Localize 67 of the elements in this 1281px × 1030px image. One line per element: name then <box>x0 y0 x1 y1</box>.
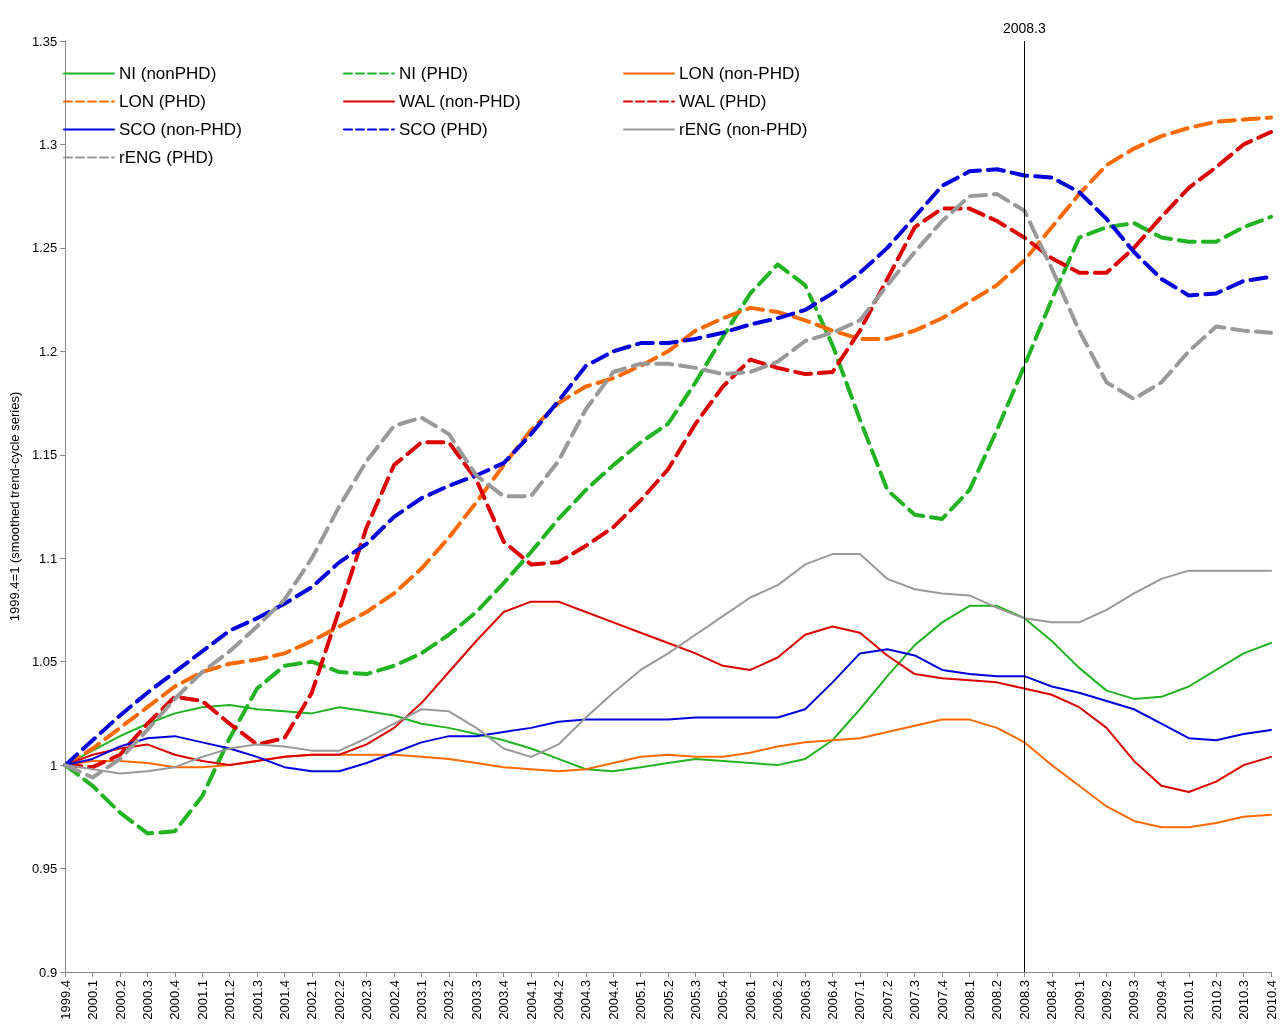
y-axis-title: 1999.4=1 (smoothed trend-cycle series) <box>7 391 22 622</box>
legend-label: LON (non-PHD) <box>679 64 800 83</box>
y-tick-label: 1.25 <box>31 240 58 256</box>
legend-label: WAL (PHD) <box>679 92 767 111</box>
x-tick-label: 2007.1 <box>852 980 868 1020</box>
x-tick-label: 2000.3 <box>139 980 155 1020</box>
x-tick-label: 2003.3 <box>468 980 484 1020</box>
x-tick-label: 2007.2 <box>879 980 895 1020</box>
x-tick-label: 2005.4 <box>715 980 731 1020</box>
x-tick-label: 2000.2 <box>112 980 128 1020</box>
legend-label: NI (nonPHD) <box>119 64 217 83</box>
x-tick-label: 2009.2 <box>1099 980 1115 1020</box>
legend-label: WAL (non-PHD) <box>399 92 521 111</box>
x-tick-label: 1999.4 <box>57 980 73 1020</box>
legend-label: NI (PHD) <box>399 64 468 83</box>
x-tick-label: 2007.3 <box>907 980 923 1020</box>
x-tick-label: 2002.4 <box>386 980 402 1020</box>
x-tick-label: 2007.4 <box>934 980 950 1020</box>
x-tick-label: 2010.3 <box>1236 980 1252 1020</box>
y-tick-label: 1.15 <box>31 447 58 463</box>
x-tick-label: 2004.2 <box>550 980 566 1020</box>
y-tick-label: 1.3 <box>39 136 58 152</box>
legend-label: LON (PHD) <box>119 92 206 111</box>
x-tick-label: 2005.1 <box>633 980 649 1020</box>
x-tick-label: 2006.1 <box>742 980 758 1020</box>
x-tick-label: 2010.2 <box>1208 980 1224 1020</box>
y-tick-label: 0.95 <box>31 861 58 877</box>
x-tick-label: 2003.1 <box>413 980 429 1020</box>
x-tick-label: 2001.2 <box>222 980 238 1020</box>
x-tick-label: 2003.4 <box>496 980 512 1020</box>
x-tick-label: 2001.3 <box>249 980 265 1020</box>
legend-label: rENG (non-PHD) <box>679 120 808 139</box>
x-tick-label: 2010.4 <box>1263 980 1279 1020</box>
x-tick-label: 2008.1 <box>962 980 978 1020</box>
x-tick-label: 2009.3 <box>1126 980 1142 1020</box>
x-tick-label: 2005.2 <box>660 980 676 1020</box>
x-tick-label: 2006.3 <box>797 980 813 1020</box>
legend-label: rENG (PHD) <box>119 148 214 167</box>
x-tick-label: 2004.4 <box>605 980 621 1020</box>
y-tick-label: 1.1 <box>39 550 58 566</box>
x-tick-label: 2008.2 <box>989 980 1005 1020</box>
x-tick-label: 2002.3 <box>359 980 375 1020</box>
x-tick-label: 2004.1 <box>523 980 539 1020</box>
legend-label: SCO (PHD) <box>399 120 488 139</box>
x-tick-label: 2009.1 <box>1071 980 1087 1020</box>
x-tick-label: 2001.4 <box>276 980 292 1020</box>
y-tick-label: 1.2 <box>39 343 58 359</box>
x-tick-label: 2006.2 <box>770 980 786 1020</box>
x-tick-label: 2002.2 <box>331 980 347 1020</box>
x-tick-label: 2000.1 <box>85 980 101 1020</box>
y-tick-label: 1.05 <box>31 654 58 670</box>
x-tick-label: 2006.4 <box>825 980 841 1020</box>
x-tick-label: 2010.1 <box>1181 980 1197 1020</box>
x-tick-label: 2008.3 <box>1016 980 1032 1020</box>
x-tick-label: 2005.3 <box>688 980 704 1020</box>
x-tick-label: 2008.4 <box>1044 980 1060 1020</box>
x-tick-label: 2003.2 <box>441 980 457 1020</box>
x-tick-label: 2009.4 <box>1153 980 1169 1020</box>
legend-label: SCO (non-PHD) <box>119 120 242 139</box>
x-tick-label: 2002.1 <box>304 980 320 1020</box>
y-tick-label: 1.35 <box>31 33 58 49</box>
x-tick-label: 2000.4 <box>167 980 183 1020</box>
ref-line-label: 2008.3 <box>1002 20 1046 36</box>
x-tick-label: 2001.1 <box>194 980 210 1020</box>
x-tick-label: 2004.3 <box>578 980 594 1020</box>
y-tick-label: 0.9 <box>39 964 58 980</box>
y-tick-label: 1 <box>49 757 58 773</box>
